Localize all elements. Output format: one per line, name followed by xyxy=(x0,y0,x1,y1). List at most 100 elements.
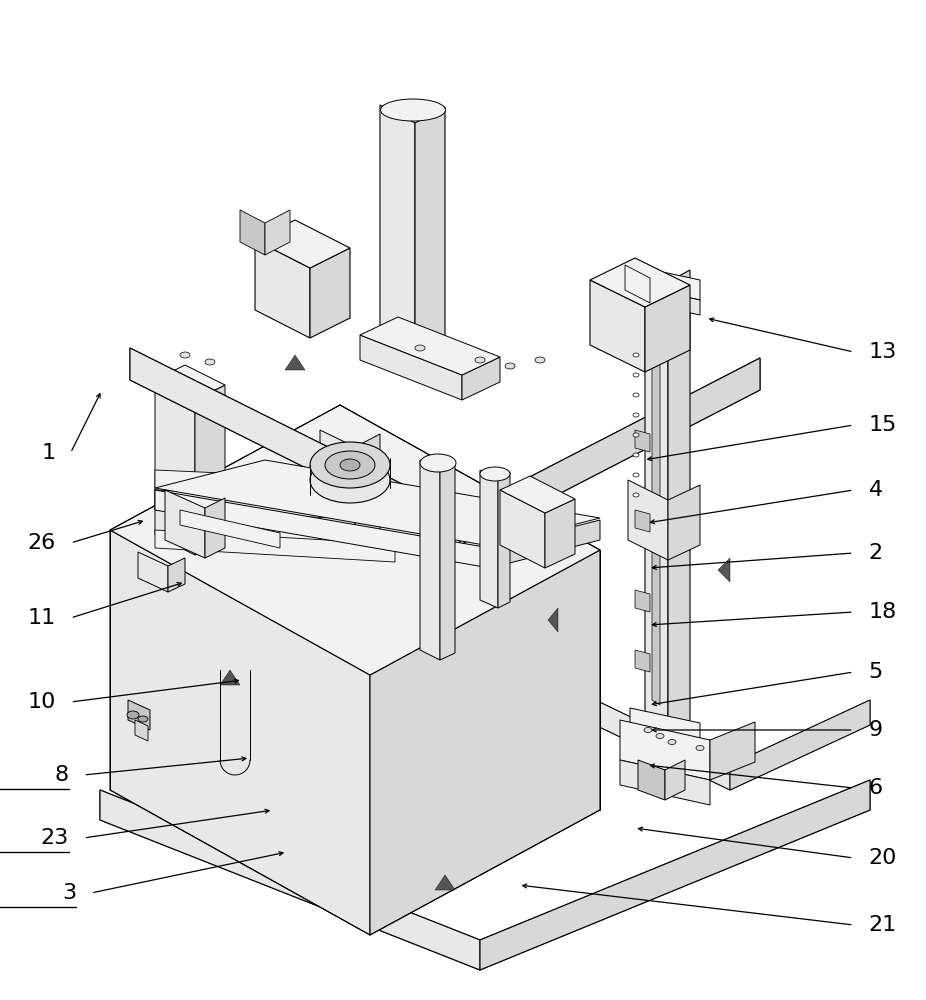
Ellipse shape xyxy=(633,473,639,477)
Polygon shape xyxy=(440,463,455,660)
Text: 13: 13 xyxy=(869,342,897,362)
Text: 23: 23 xyxy=(40,828,69,848)
Text: 10: 10 xyxy=(27,692,56,712)
Polygon shape xyxy=(155,490,380,520)
Polygon shape xyxy=(590,258,690,307)
Polygon shape xyxy=(205,498,225,558)
Polygon shape xyxy=(255,220,350,268)
Polygon shape xyxy=(155,380,195,555)
Polygon shape xyxy=(480,470,498,608)
Polygon shape xyxy=(590,280,645,372)
Ellipse shape xyxy=(668,740,676,744)
Polygon shape xyxy=(645,285,690,372)
Ellipse shape xyxy=(127,711,139,719)
Polygon shape xyxy=(168,558,185,592)
Polygon shape xyxy=(498,472,510,608)
Polygon shape xyxy=(360,335,462,400)
Polygon shape xyxy=(630,265,700,300)
Ellipse shape xyxy=(475,357,485,363)
Polygon shape xyxy=(155,530,395,562)
Polygon shape xyxy=(585,695,730,790)
Polygon shape xyxy=(460,358,760,545)
Text: 18: 18 xyxy=(869,602,897,622)
Text: 1: 1 xyxy=(42,443,56,463)
Ellipse shape xyxy=(205,359,215,365)
Text: 6: 6 xyxy=(869,778,882,798)
Ellipse shape xyxy=(310,457,390,503)
Polygon shape xyxy=(320,430,355,558)
Polygon shape xyxy=(585,695,870,790)
Ellipse shape xyxy=(633,393,639,397)
Ellipse shape xyxy=(340,459,360,471)
Polygon shape xyxy=(138,552,168,592)
Polygon shape xyxy=(628,480,668,560)
Polygon shape xyxy=(415,107,445,358)
Text: 2: 2 xyxy=(869,543,882,563)
Polygon shape xyxy=(155,365,225,400)
Text: 21: 21 xyxy=(869,915,897,935)
Ellipse shape xyxy=(535,357,545,363)
Polygon shape xyxy=(645,270,668,732)
Polygon shape xyxy=(265,210,290,255)
Ellipse shape xyxy=(696,746,704,750)
Polygon shape xyxy=(480,780,870,970)
Polygon shape xyxy=(380,105,415,358)
Ellipse shape xyxy=(633,493,639,497)
Ellipse shape xyxy=(656,734,664,738)
Text: 8: 8 xyxy=(55,765,69,785)
Ellipse shape xyxy=(633,353,639,357)
Polygon shape xyxy=(355,434,380,558)
Polygon shape xyxy=(165,490,205,558)
Ellipse shape xyxy=(480,467,510,481)
Polygon shape xyxy=(435,875,455,890)
Polygon shape xyxy=(625,265,650,303)
Text: 9: 9 xyxy=(869,720,882,740)
Polygon shape xyxy=(220,670,240,685)
Polygon shape xyxy=(718,558,730,582)
Polygon shape xyxy=(548,608,558,632)
Text: 20: 20 xyxy=(869,848,897,868)
Polygon shape xyxy=(500,476,575,513)
Text: 11: 11 xyxy=(27,608,56,628)
Polygon shape xyxy=(490,520,600,568)
Polygon shape xyxy=(100,780,870,970)
Polygon shape xyxy=(285,355,305,370)
Polygon shape xyxy=(730,700,870,790)
Polygon shape xyxy=(420,460,440,660)
Ellipse shape xyxy=(415,345,425,351)
Ellipse shape xyxy=(325,451,375,479)
Polygon shape xyxy=(240,210,265,255)
Ellipse shape xyxy=(633,373,639,377)
Polygon shape xyxy=(638,760,665,800)
Polygon shape xyxy=(545,499,575,568)
Polygon shape xyxy=(195,385,225,555)
Polygon shape xyxy=(110,405,600,675)
Polygon shape xyxy=(130,348,760,545)
Ellipse shape xyxy=(420,454,456,472)
Ellipse shape xyxy=(644,728,652,732)
Polygon shape xyxy=(635,590,650,612)
Ellipse shape xyxy=(633,413,639,417)
Polygon shape xyxy=(635,510,650,532)
Polygon shape xyxy=(635,430,650,452)
Text: 5: 5 xyxy=(869,662,882,682)
Ellipse shape xyxy=(310,442,390,488)
Polygon shape xyxy=(130,348,460,545)
Polygon shape xyxy=(652,300,660,705)
Polygon shape xyxy=(462,357,500,400)
Polygon shape xyxy=(310,248,350,338)
Polygon shape xyxy=(668,270,690,732)
Polygon shape xyxy=(370,550,600,935)
Ellipse shape xyxy=(505,363,515,369)
Ellipse shape xyxy=(138,716,148,722)
Polygon shape xyxy=(155,490,490,568)
Ellipse shape xyxy=(180,352,190,358)
Polygon shape xyxy=(180,510,280,548)
Polygon shape xyxy=(668,485,700,560)
Polygon shape xyxy=(635,650,650,672)
Polygon shape xyxy=(630,728,700,760)
Polygon shape xyxy=(135,720,148,741)
Polygon shape xyxy=(620,720,710,780)
Polygon shape xyxy=(100,790,480,970)
Polygon shape xyxy=(155,460,600,546)
